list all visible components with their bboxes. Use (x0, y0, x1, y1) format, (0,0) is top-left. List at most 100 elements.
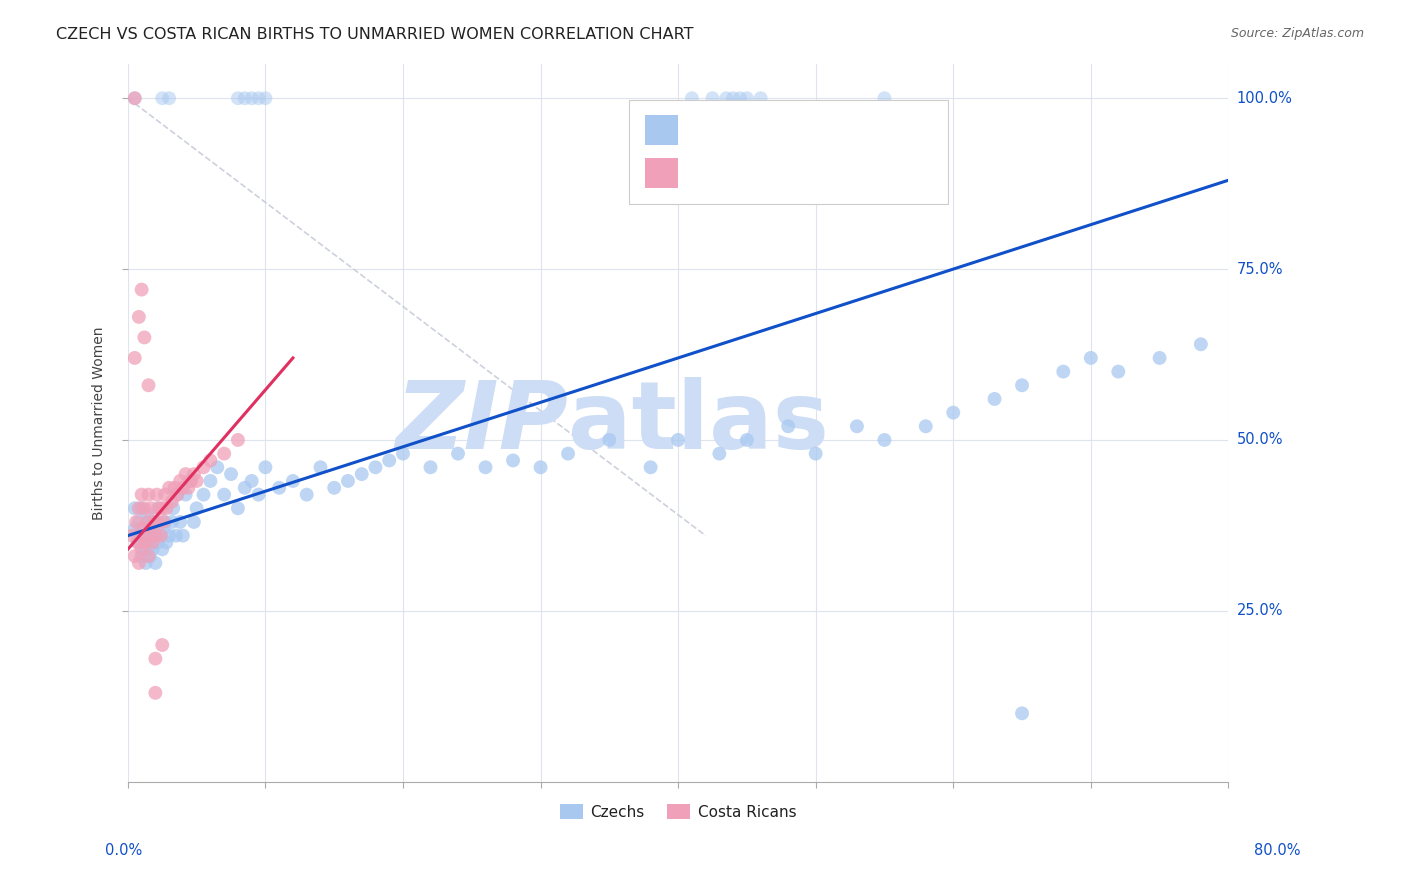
Point (165, 528, 187, 542)
Point (350, 467, 373, 482)
Point (295, 488, 318, 502)
Point (240, 91, 263, 105)
Point (172, 481, 194, 495)
Point (134, 501, 156, 516)
Point (150, 91, 173, 105)
Point (323, 481, 346, 495)
Point (142, 522, 165, 536)
Point (219, 467, 242, 482)
Point (157, 528, 180, 542)
Point (135, 528, 157, 542)
Point (160, 494, 183, 508)
Point (983, 392, 1005, 406)
Point (131, 283, 153, 297)
Point (134, 528, 156, 542)
Point (157, 91, 180, 105)
Point (128, 535, 150, 549)
Point (134, 542, 156, 557)
Point (145, 556, 167, 570)
Point (166, 488, 188, 502)
Point (804, 447, 827, 461)
Point (139, 522, 162, 536)
Point (1107, 365, 1129, 379)
Point (247, 91, 270, 105)
Point (145, 515, 167, 529)
Point (716, 91, 738, 105)
FancyBboxPatch shape (645, 115, 678, 145)
Point (139, 549, 162, 563)
FancyBboxPatch shape (645, 158, 678, 188)
Point (149, 528, 172, 542)
Point (153, 515, 176, 529)
Point (131, 488, 153, 502)
Point (254, 460, 277, 475)
Point (131, 549, 153, 563)
Point (149, 528, 172, 542)
Point (392, 447, 415, 461)
Point (162, 501, 184, 516)
Point (914, 419, 936, 434)
Point (138, 378, 160, 392)
Point (557, 447, 579, 461)
Point (378, 453, 401, 467)
Point (598, 433, 620, 447)
Point (721, 91, 744, 105)
Point (709, 447, 731, 461)
Point (125, 515, 148, 529)
Point (145, 686, 167, 700)
Point (150, 501, 173, 516)
Point (336, 474, 359, 488)
Point (240, 474, 263, 488)
Point (174, 467, 197, 482)
Point (207, 460, 229, 475)
Text: 0.0%: 0.0% (105, 843, 142, 858)
Point (131, 522, 153, 536)
Point (1011, 706, 1033, 721)
Point (177, 481, 200, 495)
Point (150, 638, 173, 652)
Point (124, 501, 146, 516)
Point (281, 474, 304, 488)
Point (666, 433, 689, 447)
Point (131, 542, 153, 557)
Point (193, 488, 215, 502)
Text: R = 0.314   N = 43: R = 0.314 N = 43 (686, 161, 856, 178)
Point (942, 406, 965, 420)
Point (529, 460, 551, 475)
Text: ZIP: ZIP (395, 376, 568, 469)
FancyBboxPatch shape (628, 100, 948, 204)
Point (124, 549, 146, 563)
Point (163, 481, 186, 495)
Point (226, 433, 249, 447)
Point (146, 501, 169, 516)
Point (136, 515, 159, 529)
Legend: Czechs, Costa Ricans: Czechs, Costa Ricans (554, 797, 803, 826)
Point (145, 488, 167, 502)
Point (447, 447, 470, 461)
Point (145, 651, 167, 665)
Point (138, 542, 160, 557)
Point (735, 433, 758, 447)
Point (1052, 365, 1074, 379)
Text: CZECH VS COSTA RICAN BIRTHS TO UNMARRIED WOMEN CORRELATION CHART: CZECH VS COSTA RICAN BIRTHS TO UNMARRIED… (56, 27, 693, 42)
Point (845, 419, 868, 434)
Point (1080, 351, 1102, 365)
Point (749, 91, 772, 105)
Point (142, 535, 165, 549)
Point (138, 515, 160, 529)
Point (1189, 337, 1212, 351)
Point (778, 419, 800, 434)
Point (145, 528, 167, 542)
Point (124, 351, 146, 365)
Point (728, 91, 751, 105)
Point (1011, 378, 1033, 392)
Point (180, 474, 202, 488)
Point (212, 447, 235, 461)
Point (152, 515, 174, 529)
Point (135, 556, 157, 570)
Point (141, 501, 163, 516)
Text: 50.0%: 50.0% (1237, 433, 1284, 448)
Point (131, 501, 153, 516)
Point (146, 535, 169, 549)
Point (148, 501, 170, 516)
